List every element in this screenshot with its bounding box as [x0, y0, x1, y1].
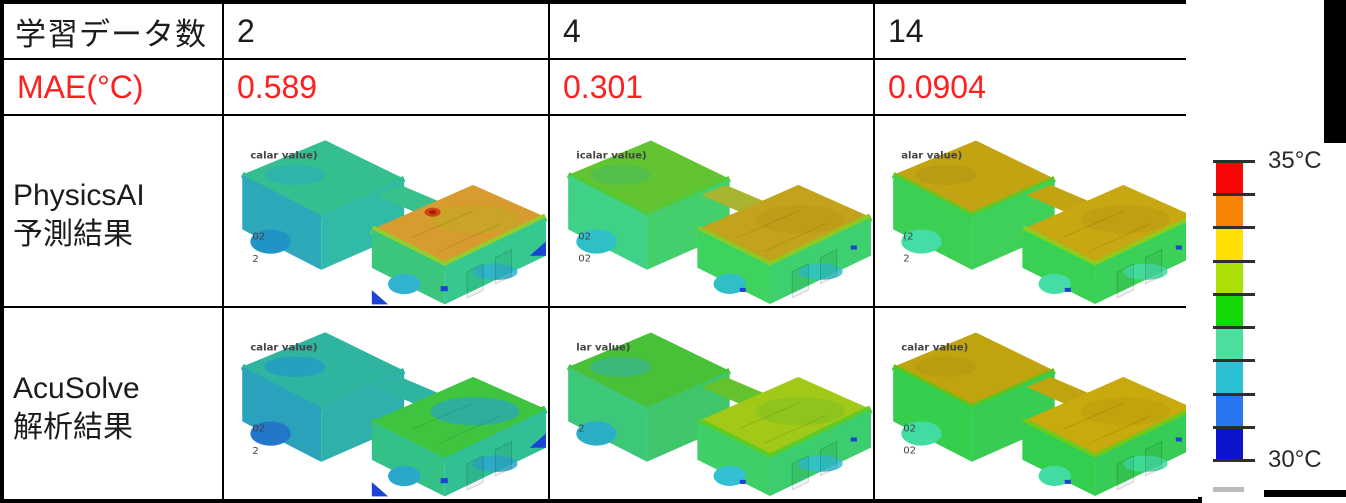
cell-physicsai-plot-14: alar value) (2 2: [873, 113, 1201, 309]
mae-label: MAE(°C): [17, 68, 144, 105]
training-count-label: 学習データ数: [15, 16, 207, 52]
render-overlay-text: 02: [578, 231, 591, 242]
physicsai-row-header: PhysicsAI 予測結果: [5, 168, 221, 254]
temperature-legend: 35°C 30°C: [1186, 0, 1346, 497]
gray-chip-icon: [1213, 487, 1244, 492]
black-marker-bottom-icon: [1264, 490, 1346, 497]
mae-value: 0.0904: [888, 68, 986, 105]
legend-color-segment: [1216, 228, 1243, 262]
physicsai-row: PhysicsAI 予測結果 calar value) 02 2 icalar va…: [1, 113, 1201, 309]
mae-row: MAE(°C) 0.589 0.301 0.0904: [1, 58, 1201, 116]
contour-plot-acusolve-14: calar value) 02 02: [876, 309, 1198, 498]
legend-tick: [1213, 459, 1255, 462]
training-count-row: 学習データ数 2 4 14: [1, 1, 1201, 60]
legend-color-segment: [1216, 394, 1243, 428]
legend-tick: [1213, 160, 1255, 163]
render-overlay-text: 02: [903, 424, 916, 435]
physicsai-label: PhysicsAI: [13, 179, 145, 213]
render-overlay-text: calar value): [250, 343, 317, 354]
prediction-result-label: 予測結果: [13, 218, 133, 252]
contour-3d-render-physicsai-14: alar value) (2 2: [891, 140, 1198, 305]
legend-color-segment: [1216, 195, 1243, 229]
legend-color-segment: [1216, 294, 1243, 329]
results-table-wrap: 学習データ数 2 4 14 MAE(°C) 0.589 0.301 0.: [0, 0, 1202, 503]
contour-3d-render-acusolve-14: calar value) 02 02: [891, 332, 1198, 497]
contour-plot-acusolve-4: lar value) 2: [551, 309, 872, 498]
contour-plot-physicsai-2: calar value) 02 2: [225, 117, 547, 305]
acusolve-label: AcuSolve: [13, 371, 140, 405]
render-overlay-text: 2: [903, 254, 909, 265]
render-overlay-text: 02: [903, 446, 916, 457]
cell-acusolve-plot-4: lar value) 2: [548, 306, 875, 502]
render-overlay-text: 02: [252, 232, 265, 243]
legend-tick: [1213, 292, 1255, 296]
cell-acusolve-plot-14: calar value) 02 02: [873, 306, 1201, 502]
legend-ticks: [1213, 160, 1255, 464]
render-overlay-text: calar value): [250, 151, 317, 162]
training-count-value: 14: [888, 12, 924, 49]
cell-training-count-2: 2: [222, 1, 550, 60]
legend-tick: [1213, 226, 1255, 230]
cell-mae-label: MAE(°C): [1, 58, 224, 116]
render-overlay-text: lar value): [576, 343, 630, 354]
legend-color-segment: [1216, 361, 1243, 395]
contour-3d-render-acusolve-2: calar value) 02 2: [240, 332, 547, 497]
cell-physicsai-plot-2: calar value) 02 2: [222, 113, 550, 309]
contour-plot-acusolve-2: calar value) 02 2: [225, 309, 547, 498]
contour-3d-render-physicsai-2: calar value) 02 2: [240, 140, 547, 305]
render-overlay-text: alar value): [901, 151, 962, 162]
render-overlay-text: 2: [252, 254, 258, 265]
legend-tick: [1213, 359, 1255, 363]
legend-colorbar: [1216, 162, 1243, 461]
legend-tick: [1213, 392, 1255, 396]
cell-mae-value-14: 0.0904: [873, 58, 1201, 116]
contour-3d-render-physicsai-4: icalar value) 02 02: [566, 140, 872, 305]
analysis-result-label: 解析結果: [13, 410, 133, 444]
mae-value: 0.301: [563, 68, 644, 105]
cell-acusolve-header: AcuSolve 解析結果: [1, 306, 224, 502]
acusolve-row-header: AcuSolve 解析結果: [5, 361, 221, 447]
legend-color-segment: [1216, 328, 1243, 362]
contour-plot-physicsai-4: icalar value) 02 02: [551, 117, 872, 305]
acusolve-row: AcuSolve 解析結果 calar value) 02 2 lar value)…: [1, 306, 1201, 502]
cell-mae-value-2: 0.589: [222, 58, 550, 116]
legend-tick: [1213, 259, 1255, 263]
legend-max-label: 35°C: [1268, 147, 1322, 174]
contour-plot-physicsai-14: alar value) (2 2: [876, 117, 1198, 305]
render-overlay-text: icalar value): [576, 151, 646, 162]
render-overlay-text: calar value): [901, 343, 968, 354]
training-count-value: 4: [563, 12, 581, 49]
cell-physicsai-header: PhysicsAI 予測結果: [1, 113, 224, 309]
training-count-value: 2: [237, 12, 255, 49]
legend-tick: [1213, 193, 1255, 197]
render-overlay-text: 2: [252, 446, 258, 457]
render-overlay-text: (2: [903, 231, 913, 242]
legend-color-segment: [1216, 427, 1243, 461]
legend-color-segment: [1216, 162, 1243, 196]
cell-physicsai-plot-4: icalar value) 02 02: [548, 113, 875, 309]
contour-3d-render-acusolve-4: lar value) 2: [566, 332, 872, 497]
cell-training-count-14: 14: [873, 1, 1201, 60]
results-table: 学習データ数 2 4 14 MAE(°C) 0.589 0.301 0.: [0, 0, 1202, 503]
legend-color-segment: [1216, 261, 1243, 295]
render-overlay-text: 02: [252, 424, 265, 435]
mae-value: 0.589: [237, 68, 318, 105]
legend-tick: [1213, 326, 1255, 330]
legend-min-label: 30°C: [1268, 446, 1322, 473]
black-marker-top-icon: [1324, 0, 1346, 143]
render-overlay-text: 2: [578, 424, 584, 435]
cell-mae-value-4: 0.301: [548, 58, 875, 116]
render-overlay-text: 02: [578, 254, 591, 265]
cell-training-count-label: 学習データ数: [1, 1, 224, 60]
cell-acusolve-plot-2: calar value) 02 2: [222, 306, 550, 502]
legend-tick: [1213, 425, 1255, 429]
cell-training-count-4: 4: [548, 1, 875, 60]
